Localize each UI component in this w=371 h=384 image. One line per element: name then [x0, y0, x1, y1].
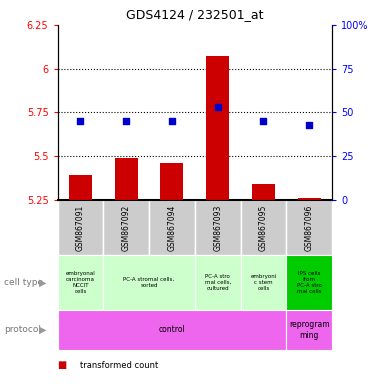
- Text: GSM867093: GSM867093: [213, 204, 222, 251]
- Text: GDS4124 / 232501_at: GDS4124 / 232501_at: [126, 8, 263, 21]
- Bar: [58, 310, 286, 350]
- Text: ▶: ▶: [39, 325, 46, 335]
- Bar: [286, 310, 332, 350]
- Bar: [252, 184, 275, 200]
- Text: GSM867091: GSM867091: [76, 204, 85, 251]
- Text: PC-A stromal cells,
sorted: PC-A stromal cells, sorted: [124, 277, 175, 288]
- Bar: [298, 198, 321, 200]
- Bar: [286, 200, 332, 255]
- Bar: [240, 255, 286, 310]
- Bar: [195, 200, 240, 255]
- Bar: [69, 175, 92, 200]
- Text: control: control: [158, 326, 185, 334]
- Point: [306, 122, 312, 128]
- Point: [260, 118, 266, 124]
- Bar: [58, 255, 103, 310]
- Point: [78, 118, 83, 124]
- Point: [215, 104, 221, 110]
- Bar: [103, 200, 149, 255]
- Text: ■: ■: [58, 360, 67, 370]
- Text: protocol: protocol: [4, 326, 41, 334]
- Text: ■: ■: [58, 383, 67, 384]
- Text: cell type: cell type: [4, 278, 43, 287]
- Text: embryoni
c stem
cells: embryoni c stem cells: [250, 274, 276, 291]
- Text: GSM867095: GSM867095: [259, 204, 268, 251]
- Text: GSM867094: GSM867094: [167, 204, 176, 251]
- Bar: [103, 255, 195, 310]
- Point: [123, 118, 129, 124]
- Point: [169, 118, 175, 124]
- Text: embryonal
carcinoma
NCCIT
cells: embryonal carcinoma NCCIT cells: [66, 271, 95, 294]
- Bar: [195, 255, 240, 310]
- Bar: [206, 56, 229, 200]
- Bar: [161, 163, 183, 200]
- Bar: [240, 200, 286, 255]
- Text: GSM867092: GSM867092: [122, 204, 131, 251]
- Text: transformed count: transformed count: [80, 361, 158, 370]
- Text: GSM867096: GSM867096: [305, 204, 313, 251]
- Bar: [149, 200, 195, 255]
- Text: reprogram
ming: reprogram ming: [289, 320, 329, 340]
- Bar: [286, 255, 332, 310]
- Text: ▶: ▶: [39, 278, 46, 288]
- Bar: [58, 200, 103, 255]
- Text: PC-A stro
mal cells,
cultured: PC-A stro mal cells, cultured: [204, 274, 231, 291]
- Bar: [115, 158, 138, 200]
- Text: IPS cells
from
PC-A stro
mal cells: IPS cells from PC-A stro mal cells: [297, 271, 322, 294]
